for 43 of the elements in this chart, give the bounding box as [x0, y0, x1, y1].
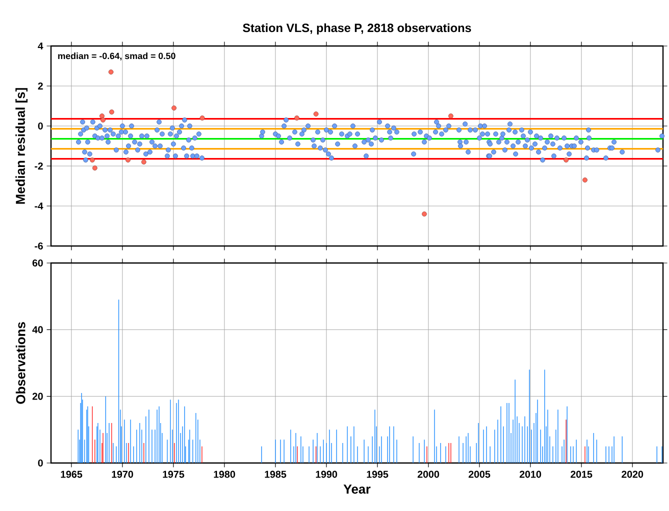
- y-tick-label: 40: [32, 326, 43, 334]
- y-tick-label: -2: [34, 162, 43, 170]
- y-tick-label: 4: [38, 42, 44, 50]
- point: [314, 112, 318, 116]
- x-tick-label: 2010: [520, 470, 542, 478]
- y-tick-label: -6: [34, 242, 43, 250]
- y-tick-label: 0: [38, 459, 43, 467]
- y-axis-title: Median residual [s]: [15, 88, 28, 204]
- y-tick-label: 60: [32, 259, 43, 267]
- x-tick-label: 1965: [60, 470, 82, 478]
- point: [200, 116, 205, 120]
- point: [100, 114, 104, 118]
- x-tick-label: 2005: [468, 470, 490, 478]
- y-tick-label: 20: [32, 392, 43, 400]
- annotation: median = -0.64, smad = 0.50: [58, 52, 176, 60]
- y-tick-label: 2: [38, 82, 43, 90]
- x-tick-label: 1975: [162, 470, 184, 478]
- x-tick-label: 1980: [214, 470, 236, 478]
- point: [126, 158, 130, 162]
- x-tick-label: 1970: [112, 470, 134, 478]
- point: [108, 70, 114, 74]
- y-tick-label: -4: [34, 202, 44, 210]
- x-tick-label: 2020: [622, 470, 644, 478]
- point: [172, 106, 177, 110]
- point: [564, 158, 569, 162]
- point: [100, 118, 106, 122]
- point: [92, 166, 98, 170]
- x-tick-label: 1985: [264, 470, 286, 478]
- point: [294, 116, 300, 120]
- chart-title: Station VLS, phase P, 2818 observations: [242, 23, 472, 35]
- y-axis-title: Observations: [16, 322, 26, 404]
- x-tick-label: 1995: [366, 470, 388, 478]
- point: [422, 212, 427, 216]
- point: [141, 160, 146, 164]
- point: [448, 114, 454, 118]
- x-tick-label: 1990: [316, 470, 338, 478]
- point: [109, 110, 114, 114]
- x-tick-label: 2000: [418, 470, 440, 478]
- x-tick-label: 2015: [570, 470, 592, 478]
- point: [582, 178, 588, 182]
- x-axis-title: Year: [344, 484, 370, 494]
- y-tick-label: 0: [38, 122, 43, 130]
- point: [90, 158, 95, 162]
